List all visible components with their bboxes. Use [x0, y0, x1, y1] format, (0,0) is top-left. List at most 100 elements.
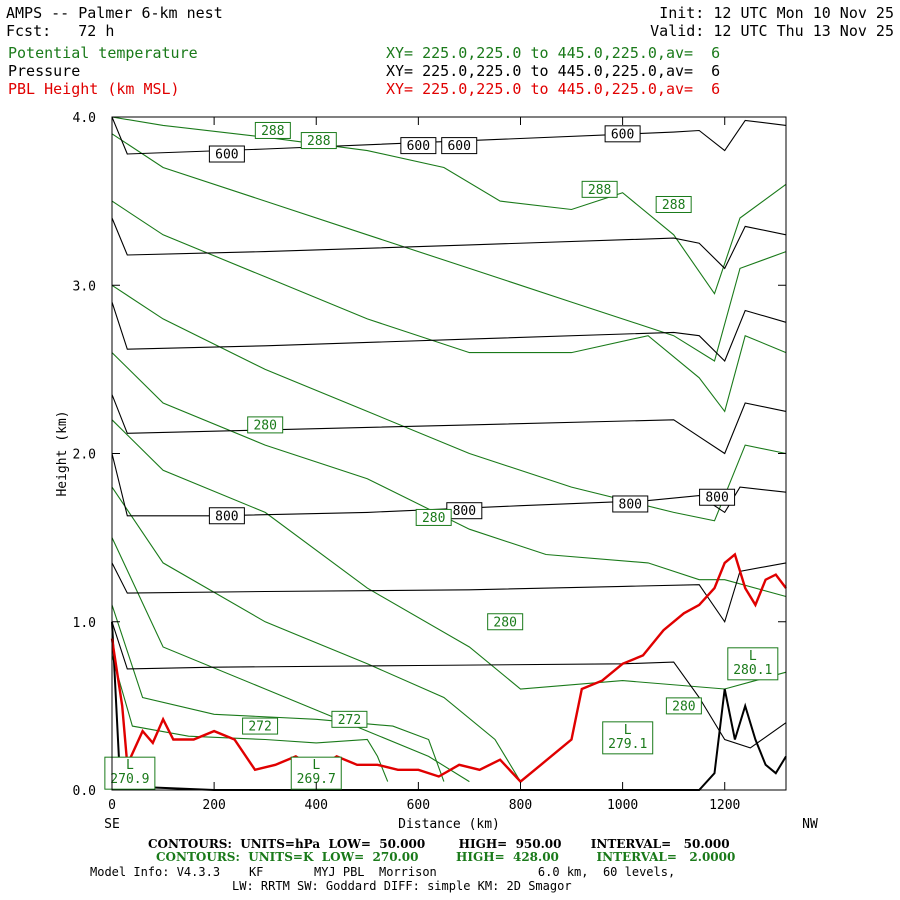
theta-contour: [111, 116, 787, 295]
pressure-label-text: 600: [611, 127, 634, 142]
pressure-isobar: [111, 301, 787, 362]
theta-label-box: [242, 717, 279, 735]
pressure-label: 800: [446, 502, 483, 519]
chart-axes: 0 200 400 600 800 1000 1200 0.0 1.0 2.0 3.0 4.0 Dist…: [55, 111, 818, 832]
theta-contour: [111, 655, 389, 782]
x-tick-label: 800: [509, 798, 532, 813]
pressure-isobar: [111, 562, 787, 624]
theta-label: 272: [331, 710, 368, 728]
extremum-text: L: [126, 758, 134, 773]
pressure-label-box: [699, 488, 736, 506]
theta-contour: [111, 419, 787, 690]
x-tick-label: 200: [202, 798, 225, 813]
y-tick-label: 0.0: [73, 784, 96, 799]
theta-label-text: 280: [253, 418, 276, 433]
theta-label-box: [665, 697, 702, 715]
footer-theta-contours: CONTOURS: UNITS=K LOW= 270.00 HIGH= 428.…: [156, 850, 736, 864]
pressure-label: 600: [441, 137, 478, 155]
contour-labels: 600 600 600 600 800 800 800 800 288 288 288 288 280 2…: [104, 121, 779, 790]
plot-frame: [111, 116, 787, 791]
pressure-label-text: 800: [215, 509, 238, 524]
extremum-text: L: [312, 758, 320, 773]
pressure-label-text: 800: [705, 491, 728, 506]
pressure-isobar: [111, 621, 787, 749]
theta-label-text: 288: [588, 183, 611, 198]
theta-label-box: [487, 613, 524, 631]
extremum-text: 279.1: [608, 737, 647, 752]
x-axis-right-label: NW: [802, 817, 818, 832]
pressure-isobar: [111, 116, 787, 155]
x-tick-label: 600: [407, 798, 430, 813]
init-time: Init: 12 UTC Mon 10 Nov 25: [659, 4, 894, 22]
theta-label: 280: [247, 416, 284, 434]
field-xy-pressure: XY= 225.0,225.0 to 445.0,225.0,av= 6: [386, 62, 721, 80]
theta-label-text: 288: [261, 124, 284, 139]
theta-label: 288: [655, 195, 692, 213]
theta-label-box: [655, 195, 692, 213]
theta-label: 288: [300, 132, 337, 150]
theta-label: 288: [581, 180, 618, 198]
theta-contours: [111, 116, 787, 783]
y-tick-label: 3.0: [73, 279, 96, 294]
field-name-pbl: PBL Height (km MSL): [8, 80, 180, 98]
theta-label-box: [300, 132, 337, 150]
pressure-label: 800: [699, 488, 736, 506]
pressure-label: 800: [208, 507, 245, 525]
y-axis-label: Height (km): [55, 410, 70, 496]
theta-contour: [111, 352, 787, 598]
theta-label: 280: [487, 613, 524, 631]
pressure-label-text: 800: [619, 497, 642, 512]
theta-label: 288: [254, 121, 291, 139]
theta-label-text: 272: [248, 720, 271, 735]
terrain-height: [111, 621, 787, 791]
x-tick-label: 1200: [709, 798, 740, 813]
valid-time: Valid: 12 UTC Thu 13 Nov 25: [650, 22, 894, 40]
theta-label-box: [254, 121, 291, 139]
pressure-label-text: 600: [215, 148, 238, 163]
theta-contour: [111, 133, 787, 362]
y-tick-label: 2.0: [73, 448, 96, 463]
model-title: AMPS -- Palmer 6-km nest: [6, 4, 223, 22]
extremum-text: L: [749, 649, 757, 664]
pressure-label: 600: [208, 145, 245, 163]
pressure-label-box: [208, 507, 245, 525]
pressure-label-box: [400, 137, 437, 155]
theta-contour: [111, 537, 470, 783]
field-xy-theta: XY= 225.0,225.0 to 445.0,225.0,av= 6: [386, 44, 721, 62]
footer-pressure-contours: CONTOURS: UNITS=hPa LOW= 50.000 HIGH= 95…: [148, 837, 730, 851]
x-axis-label: Distance (km): [398, 817, 500, 832]
theta-label-text: 280: [672, 699, 695, 714]
theta-label: 280: [415, 508, 452, 526]
pressure-label-text: 800: [453, 504, 476, 519]
x-axis-left-label: SE: [104, 817, 120, 832]
field-name-theta: Potential temperature: [8, 44, 198, 62]
theta-label: 272: [242, 717, 279, 735]
pressure-label: 800: [612, 495, 649, 513]
forecast-hour: Fcst: 72 h: [6, 22, 115, 40]
theta-label-box: [331, 710, 368, 728]
pressure-label-text: 600: [447, 139, 470, 154]
theta-label: 280: [665, 697, 702, 715]
extremum-text: 270.9: [110, 772, 149, 787]
extremum-box: [602, 721, 654, 755]
extremum-text: L: [624, 723, 632, 738]
pressure-label: 600: [604, 125, 641, 143]
footer-physics-info: LW: RRTM SW: Goddard DIFF: simple KM: 2D…: [232, 879, 572, 893]
theta-label-text: 288: [307, 134, 330, 149]
field-name-pressure: Pressure: [8, 62, 81, 80]
field-xy-pbl: XY= 225.0,225.0 to 445.0,225.0,av= 6: [386, 80, 721, 98]
x-tick-label: 1000: [607, 798, 638, 813]
theta-label-box: [581, 180, 618, 198]
extremum-box: [727, 647, 779, 681]
theta-contour: [111, 200, 787, 413]
pressure-label-box: [604, 125, 641, 143]
y-tick-label: 1.0: [73, 616, 96, 631]
extremum-text: 269.7: [297, 772, 336, 787]
pressure-label: 600: [400, 137, 437, 155]
terrain-line: [111, 621, 787, 791]
theta-label-text: 280: [422, 511, 445, 526]
theta-contour: [111, 604, 445, 782]
